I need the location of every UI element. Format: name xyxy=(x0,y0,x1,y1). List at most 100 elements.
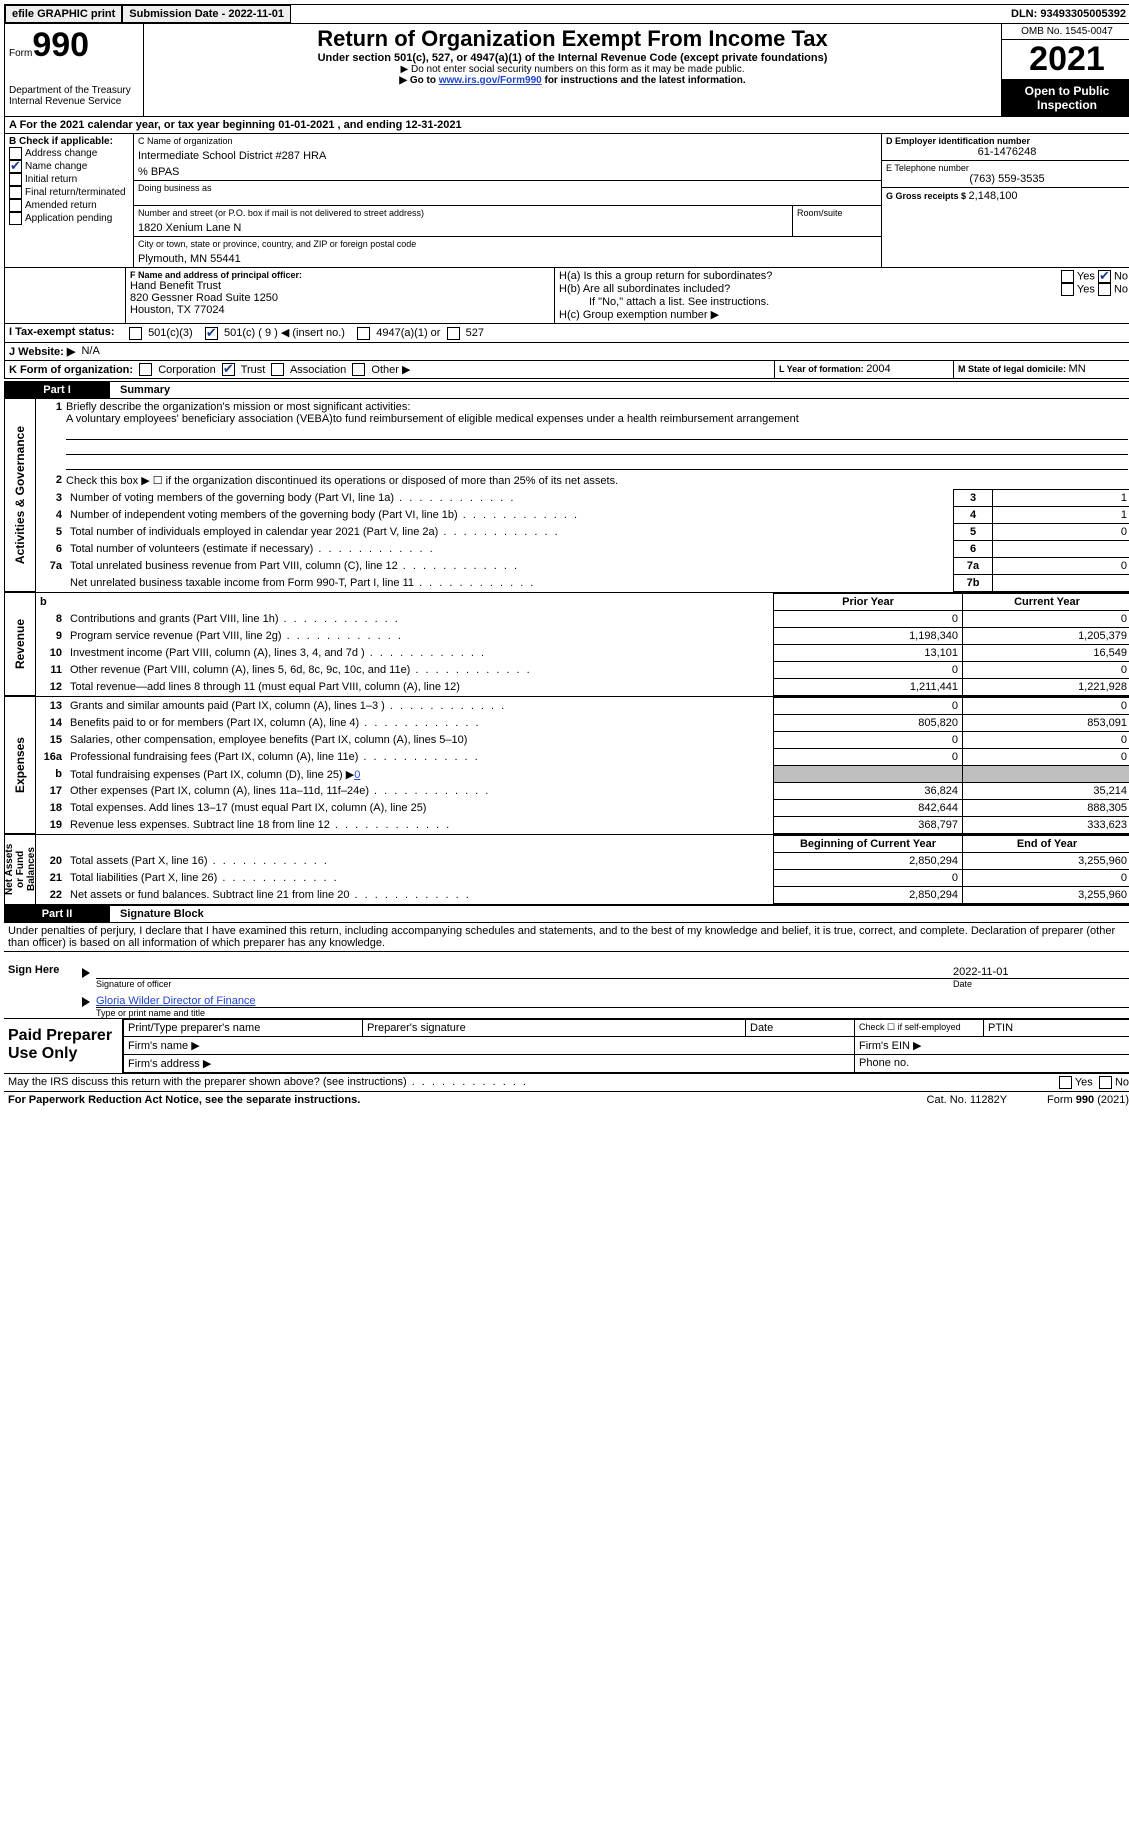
c11: 0 xyxy=(963,662,1129,679)
lbl-final-return: Final return/terminated xyxy=(25,187,126,198)
box-b: B Check if applicable: Address change Na… xyxy=(5,134,134,267)
lbl-yes2: Yes xyxy=(1077,283,1095,295)
l18: Total expenses. Add lines 13–17 (must eq… xyxy=(66,800,774,817)
note-goto-post: for instructions and the latest informat… xyxy=(542,75,746,86)
officer-name: Hand Benefit Trust xyxy=(130,280,550,292)
chk-name-change[interactable] xyxy=(9,160,22,173)
l5-text: Total number of individuals employed in … xyxy=(66,524,954,541)
chk-4947[interactable] xyxy=(357,327,370,340)
efile-print-button[interactable]: efile GRAPHIC print xyxy=(5,5,122,23)
chk-hb-yes[interactable] xyxy=(1061,283,1074,296)
period-pre: A For the 2021 calendar year, or tax yea… xyxy=(9,119,278,131)
side-activities: Activities & Governance xyxy=(11,422,29,568)
chk-application-pending[interactable] xyxy=(9,212,22,225)
room-suite-label: Room/suite xyxy=(793,206,881,236)
c10: 16,549 xyxy=(963,645,1129,662)
sig-date-label: Date xyxy=(953,979,1129,989)
chk-corp[interactable] xyxy=(139,363,152,376)
box-k-label: K Form of organization: xyxy=(9,364,133,376)
chk-assoc[interactable] xyxy=(271,363,284,376)
chk-amended-return[interactable] xyxy=(9,199,22,212)
ptin-label: PTIN xyxy=(984,1020,1129,1037)
org-name: Intermediate School District #287 HRA xyxy=(134,148,881,164)
l4-text: Number of independent voting members of … xyxy=(66,507,954,524)
irs-link[interactable]: www.irs.gov/Form990 xyxy=(439,75,542,86)
chk-trust[interactable] xyxy=(222,363,235,376)
p16a: 0 xyxy=(774,749,963,766)
chk-ha-yes[interactable] xyxy=(1061,270,1074,283)
arrow-icon-2 xyxy=(82,997,90,1007)
gross-receipts: 2,148,100 xyxy=(969,190,1018,202)
c8: 0 xyxy=(963,611,1129,628)
lbl-trust: Trust xyxy=(241,364,266,376)
part1-label: Part I xyxy=(4,381,110,399)
firm-addr-label: Firm's address ▶ xyxy=(124,1055,855,1073)
form-word: Form xyxy=(9,48,32,59)
c13: 0 xyxy=(963,698,1129,715)
chk-501c3[interactable] xyxy=(129,327,142,340)
box-i: I Tax-exempt status: 501(c)(3) 501(c) ( … xyxy=(5,323,1129,342)
type-name-label: Type or print name and title xyxy=(96,1008,1129,1018)
note-goto-pre: ▶ Go to xyxy=(399,75,438,86)
c16a: 0 xyxy=(963,749,1129,766)
v4: 1 xyxy=(993,507,1129,524)
c9: 1,205,379 xyxy=(963,628,1129,645)
l7b-text: Net unrelated business taxable income fr… xyxy=(66,575,954,592)
chk-initial-return[interactable] xyxy=(9,173,22,186)
form-number: 990 xyxy=(32,26,89,64)
p12: 1,211,441 xyxy=(774,679,963,696)
dln-label: DLN: xyxy=(1011,8,1040,20)
lbl-no: No xyxy=(1114,270,1128,282)
chk-501c[interactable] xyxy=(205,327,218,340)
chk-hb-no[interactable] xyxy=(1098,283,1111,296)
box-j: J Website: ▶ N/A xyxy=(5,342,1129,360)
dln-box: DLN: 93493305005392 xyxy=(1005,6,1129,22)
p14: 805,820 xyxy=(774,715,963,732)
arrow-icon xyxy=(82,968,90,978)
lbl-assoc: Association xyxy=(290,364,346,376)
c22: 3,255,960 xyxy=(963,887,1129,904)
c14: 853,091 xyxy=(963,715,1129,732)
l10: Investment income (Part VIII, column (A)… xyxy=(66,645,774,662)
submission-date-value: 2022-11-01 xyxy=(228,8,284,20)
lbl-no2: No xyxy=(1114,283,1128,295)
p20: 2,850,294 xyxy=(774,853,963,870)
box-d-label: D Employer identification number xyxy=(886,136,1128,146)
c19: 333,623 xyxy=(963,817,1129,834)
city-value: Plymouth, MN 55441 xyxy=(134,251,881,267)
footer-left: For Paperwork Reduction Act Notice, see … xyxy=(8,1094,927,1106)
v7b xyxy=(993,575,1129,592)
chk-ha-no[interactable] xyxy=(1098,270,1111,283)
chk-527[interactable] xyxy=(447,327,460,340)
chk-discuss-no[interactable] xyxy=(1099,1076,1112,1089)
box-b-label: B Check if applicable: xyxy=(9,136,129,147)
l1-label: Briefly describe the organization's miss… xyxy=(66,401,410,413)
c12: 1,221,928 xyxy=(963,679,1129,696)
l16b-val: 0 xyxy=(354,769,360,781)
v6 xyxy=(993,541,1129,558)
p17: 36,824 xyxy=(774,783,963,800)
footer-right: Form 990 (2021) xyxy=(1047,1094,1129,1106)
submission-date-label: Submission Date - xyxy=(129,8,228,20)
year-box: OMB No. 1545-0047 2021 Open to Public In… xyxy=(1002,24,1129,116)
p10: 13,101 xyxy=(774,645,963,662)
prep-date-label: Date xyxy=(746,1020,855,1037)
l2-text: Check this box ▶ ☐ if the organization d… xyxy=(66,474,1128,487)
p9: 1,198,340 xyxy=(774,628,963,645)
l20: Total assets (Part X, line 16) xyxy=(66,853,774,870)
chk-other[interactable] xyxy=(352,363,365,376)
part1-title: Summary xyxy=(110,381,1129,399)
penalties-text: Under penalties of perjury, I declare th… xyxy=(4,923,1129,951)
state-domicile: MN xyxy=(1069,363,1086,375)
l1-text: A voluntary employees' beneficiary assoc… xyxy=(66,413,799,425)
form-subtitle: Under section 501(c), 527, or 4947(a)(1)… xyxy=(148,52,997,64)
chk-final-return[interactable] xyxy=(9,186,22,199)
p11: 0 xyxy=(774,662,963,679)
printed-name: Gloria Wilder Director of Finance xyxy=(96,995,1129,1008)
box-f: F Name and address of principal officer:… xyxy=(126,268,555,323)
top-bar: efile GRAPHIC print Submission Date - 20… xyxy=(4,4,1129,24)
chk-discuss-yes[interactable] xyxy=(1059,1076,1072,1089)
l16a: Professional fundraising fees (Part IX, … xyxy=(66,749,774,766)
l15: Salaries, other compensation, employee b… xyxy=(66,732,774,749)
firm-ein-label: Firm's EIN ▶ xyxy=(855,1037,1129,1055)
